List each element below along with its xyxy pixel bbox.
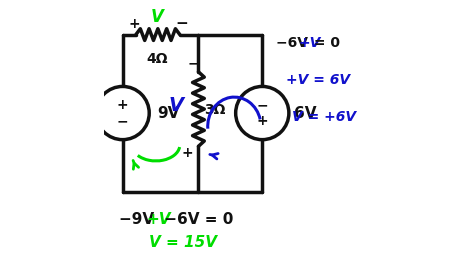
Text: +: + [182, 146, 193, 160]
Text: V = +6V: V = +6V [292, 110, 356, 124]
Text: −6V = 0: −6V = 0 [159, 212, 234, 227]
Text: +: + [117, 98, 128, 112]
Text: 3Ω: 3Ω [204, 103, 225, 117]
Text: 6V: 6V [294, 106, 317, 120]
Text: +: + [256, 114, 268, 128]
Circle shape [236, 86, 289, 140]
Text: −: − [175, 16, 188, 31]
Text: 4Ω: 4Ω [146, 52, 168, 65]
Text: = 0: = 0 [310, 36, 340, 49]
Circle shape [96, 86, 149, 140]
Text: V: V [168, 95, 183, 115]
Text: +V = 6V: +V = 6V [286, 73, 350, 87]
Text: −9V: −9V [118, 212, 159, 227]
Text: −: − [256, 98, 268, 112]
Text: −: − [187, 57, 199, 71]
Text: +V: +V [146, 212, 171, 227]
Text: +: + [129, 17, 140, 31]
Text: −6V: −6V [275, 36, 312, 49]
Text: V = 15V: V = 15V [149, 235, 217, 250]
Text: 9V: 9V [157, 106, 180, 120]
Text: −: − [117, 114, 128, 128]
Text: +V: +V [298, 36, 320, 49]
Text: V: V [151, 8, 164, 26]
